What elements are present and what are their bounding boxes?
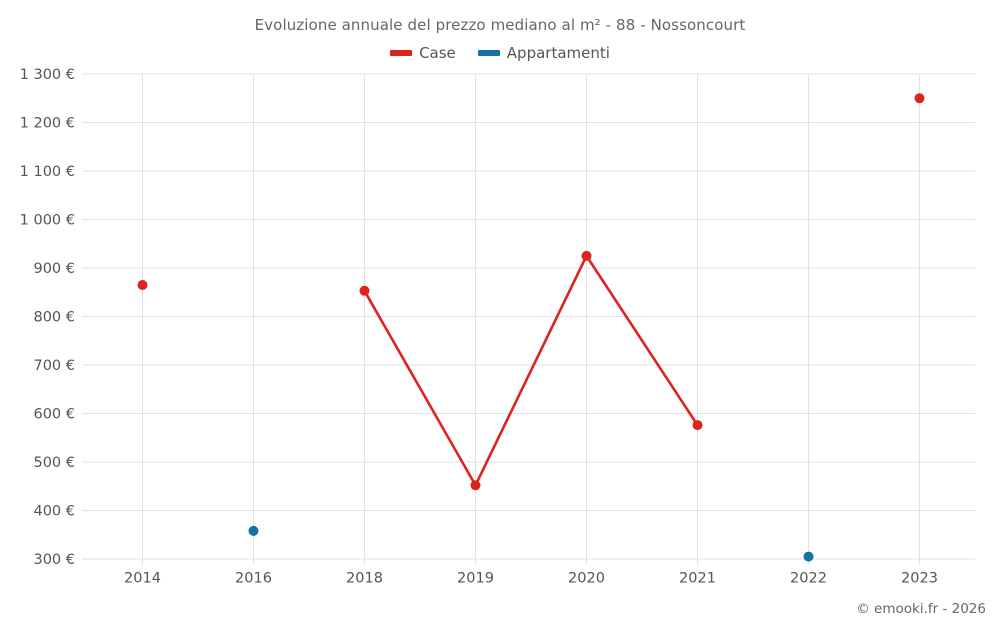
series-line-case — [363, 289, 477, 487]
data-point-appartamenti-2016[interactable] — [248, 525, 259, 536]
y-tick-label: 400 € — [33, 504, 75, 520]
data-point-case-2014[interactable] — [137, 279, 148, 290]
series-line-case — [585, 254, 699, 427]
y-tick-label: 900 € — [33, 261, 75, 277]
chart-title: Evoluzione annuale del prezzo mediano al… — [254, 16, 746, 34]
y-tick-label: 700 € — [33, 358, 75, 374]
x-tick-label: 2023 — [901, 571, 938, 587]
y-tick-label: 500 € — [33, 455, 75, 471]
x-tick-label: 2019 — [457, 571, 494, 587]
legend-label-case: Case — [419, 44, 456, 62]
data-point-case-2018[interactable] — [359, 285, 370, 296]
data-point-case-2021[interactable] — [692, 420, 703, 431]
x-tick-label: 2018 — [346, 571, 383, 587]
y-tick-label: 300 € — [33, 552, 75, 568]
y-tick-label: 1 100 € — [20, 164, 75, 180]
y-tick-label: 1 000 € — [20, 213, 75, 229]
y-tick-label: 1 300 € — [20, 67, 75, 83]
legend-swatch-appartamenti — [477, 50, 500, 56]
legend-label-appartamenti: Appartamenti — [506, 44, 610, 62]
footer-credit: © emooki.fr - 2026 — [856, 601, 986, 617]
series-layer — [137, 93, 925, 562]
x-tick-label: 2014 — [124, 571, 161, 587]
y-tick-label: 600 € — [33, 407, 75, 423]
x-axis-ticks: 2014 2016 2018 2019 2020 2021 2022 2023 — [124, 571, 938, 587]
x-tick-label: 2021 — [679, 571, 716, 587]
x-tick-label: 2016 — [235, 571, 272, 587]
data-point-case-2020[interactable] — [581, 250, 592, 261]
data-point-case-2023[interactable] — [914, 93, 925, 104]
y-tick-label: 800 € — [33, 310, 75, 326]
legend-item-case[interactable]: Case — [390, 44, 456, 62]
chart-legend: Case Appartamenti — [0, 44, 1000, 62]
data-point-case-2019[interactable] — [470, 480, 481, 491]
y-tick-label: 1 200 € — [20, 116, 75, 132]
x-tick-label: 2022 — [790, 571, 827, 587]
legend-item-appartamenti[interactable]: Appartamenti — [477, 44, 610, 62]
grid-lines — [87, 73, 975, 565]
series-line-case — [474, 254, 588, 487]
y-axis-ticks: 300 € 400 € 500 € 600 € 700 € 800 € 900 € 1 000… — [20, 67, 87, 568]
x-tick-label: 2020 — [568, 571, 605, 587]
legend-swatch-case — [390, 50, 413, 56]
data-point-appartamenti-2022[interactable] — [803, 551, 814, 562]
